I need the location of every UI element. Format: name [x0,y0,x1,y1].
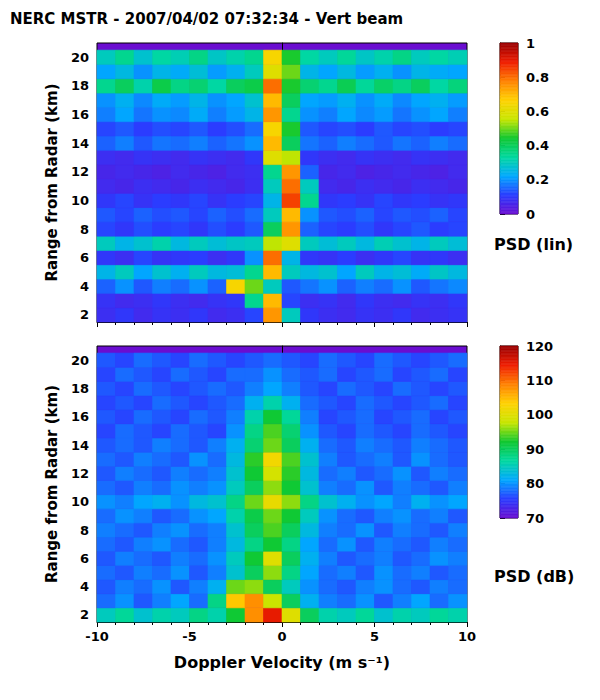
svg-text:6: 6 [80,250,89,265]
svg-text:18: 18 [71,78,89,93]
svg-text:0: 0 [277,629,286,644]
svg-text:4: 4 [80,579,89,594]
svg-text:1: 1 [526,36,535,51]
svg-text:Range from Radar (km): Range from Radar (km) [43,83,61,281]
svg-text:12: 12 [71,164,89,179]
svg-text:14: 14 [71,438,89,453]
svg-text:0.6: 0.6 [526,104,549,119]
svg-text:PSD (dB): PSD (dB) [494,567,574,586]
svg-text:Doppler Velocity (m s⁻¹): Doppler Velocity (m s⁻¹) [174,653,390,672]
svg-text:-5: -5 [182,629,196,644]
svg-text:18: 18 [71,381,89,396]
svg-text:NERC MSTR - 2007/04/02 07:32:3: NERC MSTR - 2007/04/02 07:32:34 - Vert b… [10,10,403,28]
svg-text:8: 8 [80,222,89,237]
svg-text:20: 20 [71,353,89,368]
svg-text:10: 10 [458,629,476,644]
svg-text:16: 16 [71,409,89,424]
svg-text:10: 10 [71,494,89,509]
svg-text:90: 90 [526,442,544,457]
svg-text:14: 14 [71,136,89,151]
svg-text:110: 110 [526,373,553,388]
svg-text:-10: -10 [85,629,109,644]
svg-text:0: 0 [526,207,535,222]
svg-text:8: 8 [80,523,89,538]
svg-text:120: 120 [526,339,553,354]
svg-text:2: 2 [80,307,89,322]
svg-text:2: 2 [80,607,89,622]
svg-text:100: 100 [526,407,553,422]
svg-text:5: 5 [370,629,379,644]
svg-text:10: 10 [71,193,89,208]
svg-text:16: 16 [71,107,89,122]
svg-text:0.4: 0.4 [526,138,549,153]
svg-text:20: 20 [71,50,89,65]
svg-text:70: 70 [526,511,544,526]
svg-text:80: 80 [526,476,544,491]
svg-text:0.8: 0.8 [526,70,549,85]
svg-text:PSD (lin): PSD (lin) [494,235,573,254]
svg-text:4: 4 [80,279,89,294]
svg-text:Range from Radar (km): Range from Radar (km) [43,385,61,583]
svg-text:6: 6 [80,551,89,566]
svg-text:0.2: 0.2 [526,172,549,187]
svg-text:12: 12 [71,466,89,481]
